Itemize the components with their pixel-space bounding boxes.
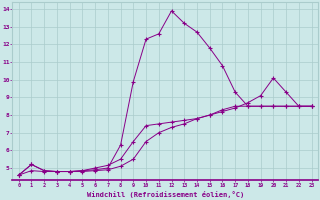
X-axis label: Windchill (Refroidissement éolien,°C): Windchill (Refroidissement éolien,°C) <box>86 191 244 198</box>
